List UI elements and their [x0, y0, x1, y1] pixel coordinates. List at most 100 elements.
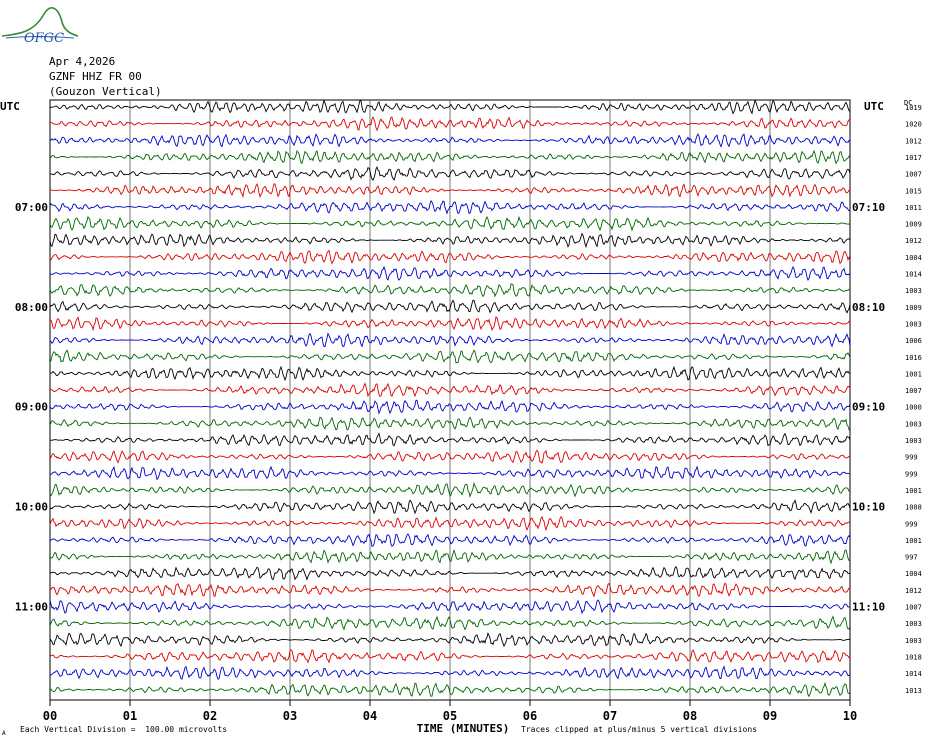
- trace-line: [49, 382, 851, 398]
- trace-line: [49, 99, 851, 115]
- x-tick-label: 03: [283, 709, 297, 723]
- dc-offset: 1017: [905, 154, 922, 162]
- trace-line: [49, 533, 851, 548]
- trace-line: [49, 665, 851, 680]
- division-note: Each Vertical Division = 100.00 microvol…: [20, 725, 228, 734]
- x-tick-label: 00: [43, 709, 57, 723]
- trace-line: [49, 215, 851, 232]
- right-hour-label: 08:10: [852, 301, 885, 314]
- trace-line: [49, 681, 851, 698]
- trace-line: [49, 165, 851, 181]
- trace-line: [49, 265, 851, 282]
- trace-line: [49, 283, 851, 298]
- right-hour-label: 10:10: [852, 501, 885, 514]
- x-tick-label: 04: [363, 709, 377, 723]
- trace-line: [49, 116, 851, 132]
- ofgc-logo: OFGC: [1, 7, 79, 46]
- x-axis-label: TIME (MINUTES): [417, 722, 510, 735]
- x-tick-label: 08: [683, 709, 697, 723]
- dc-offset: 1006: [905, 337, 922, 345]
- trace-line: [49, 499, 851, 515]
- dc-offset: 1007: [905, 604, 922, 612]
- x-tick-label: 06: [523, 709, 537, 723]
- dc-offset: 1007: [905, 387, 922, 395]
- dc-offset: 1011: [905, 204, 922, 212]
- dc-offset: 1015: [905, 187, 922, 195]
- dc-offset: 1003: [905, 620, 922, 628]
- dc-offset: 1019: [905, 104, 922, 112]
- trace-line: [49, 149, 851, 165]
- dc-header: DC: [904, 99, 913, 107]
- left-hour-label: 10:00: [15, 501, 48, 514]
- dc-offset: 1003: [905, 287, 922, 295]
- dc-offset: 1003: [905, 420, 922, 428]
- dc-offset: 1014: [905, 271, 922, 279]
- trace-line: [49, 349, 851, 364]
- header-station: GZNF HHZ FR 00: [49, 70, 142, 83]
- dc-offset: 999: [905, 454, 918, 462]
- trace-line: [49, 249, 851, 265]
- dc-offset: 1004: [905, 254, 922, 262]
- dc-offset: 1003: [905, 637, 922, 645]
- trace-line: [49, 649, 851, 664]
- trace-line: [49, 416, 851, 431]
- dc-offset: 1009: [905, 304, 922, 312]
- dc-offset: 999: [905, 520, 918, 528]
- x-tick-label: 01: [123, 709, 137, 723]
- dc-offset: 1000: [905, 404, 922, 412]
- dc-offset: 1014: [905, 670, 922, 678]
- trace-line: [49, 515, 851, 532]
- dc-offset: 1007: [905, 171, 922, 179]
- dc-offset: 997: [905, 554, 918, 562]
- dc-offset: 1001: [905, 370, 922, 378]
- trace-line: [49, 615, 851, 631]
- trace-line: [49, 548, 851, 565]
- dc-offset: 1020: [905, 121, 922, 129]
- x-tick-label: 07: [603, 709, 617, 723]
- left-hour-label: 11:00: [15, 601, 48, 614]
- x-tick-label: 09: [763, 709, 777, 723]
- right-hour-label: 07:10: [852, 201, 885, 214]
- trace-line: [49, 199, 851, 215]
- trace-line: [49, 332, 851, 348]
- trace-line: [49, 133, 851, 148]
- logo-text: OFGC: [24, 31, 64, 46]
- clip-note: Traces clipped at plus/minus 5 vertical …: [521, 725, 758, 734]
- header-date: Apr 4,2026: [49, 55, 116, 68]
- header-location: (Gouzon Vertical): [49, 85, 162, 98]
- x-tick-label: 05: [443, 709, 457, 723]
- trace-line: [49, 399, 851, 415]
- left-hour-label: 08:00: [15, 301, 48, 314]
- dc-offset: 1012: [905, 137, 922, 145]
- x-tick-label: 02: [203, 709, 217, 723]
- trace-line: [49, 582, 851, 598]
- dc-offset: 1001: [905, 537, 922, 545]
- dc-offset: 1004: [905, 570, 922, 578]
- right-hour-label: 11:10: [852, 601, 885, 614]
- dc-offset: 1013: [905, 687, 922, 695]
- trace-line: [49, 299, 851, 314]
- dc-offset: 1008: [905, 504, 922, 512]
- x-tick-label: 10: [843, 709, 857, 723]
- trace-line: [49, 465, 851, 481]
- left-hour-label: 07:00: [15, 201, 48, 214]
- trace-line: [49, 315, 851, 332]
- corner-mark: A: [2, 730, 6, 737]
- trace-line: [49, 481, 851, 498]
- dc-offset: 1012: [905, 237, 922, 245]
- dc-offset: 1009: [905, 221, 922, 229]
- trace-line: [49, 599, 851, 615]
- right-hour-label: 09:10: [852, 401, 885, 414]
- trace-line: [49, 365, 851, 382]
- trace-line: [49, 432, 851, 447]
- trace-line: [49, 565, 851, 581]
- trace-line: [49, 449, 851, 464]
- dc-offset: 1012: [905, 587, 922, 595]
- dc-offset: 1001: [905, 487, 922, 495]
- dc-offset: 1018: [905, 653, 922, 661]
- trace-line: [49, 632, 851, 648]
- dc-offset: 1016: [905, 354, 922, 362]
- right-utc-label: UTC: [864, 100, 884, 113]
- dc-offset: 999: [905, 470, 918, 478]
